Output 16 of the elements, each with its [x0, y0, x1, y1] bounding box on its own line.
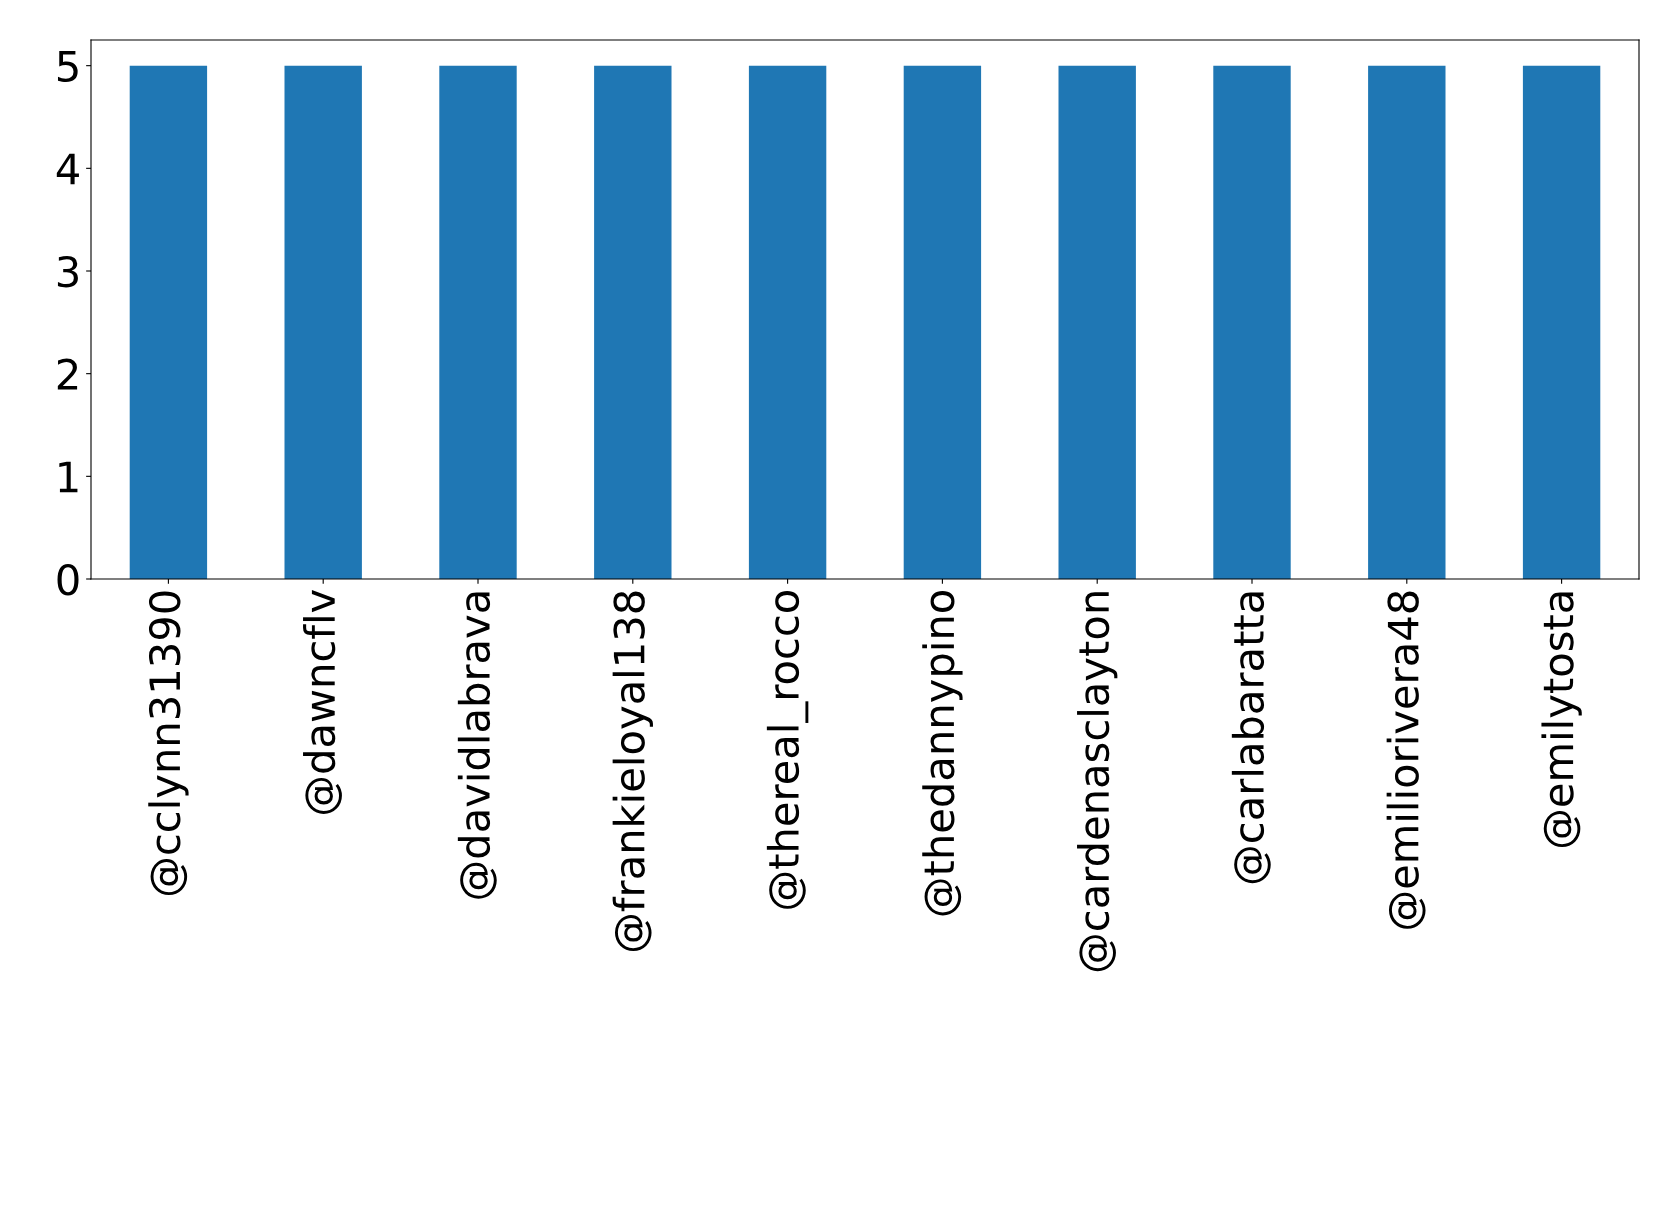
- y-tick-label: 1: [59, 461, 78, 493]
- x-tick-label: @thereal_rocco: [766, 591, 809, 909]
- y-tick-label: 0: [57, 563, 79, 596]
- x-tick-label: @thedannypino: [922, 591, 963, 916]
- y-tick-label: 2: [57, 358, 78, 390]
- x-tick-label: @dawncflv: [303, 589, 342, 814]
- x-tick-label: @emiliorivera48: [1386, 591, 1426, 929]
- x-tick-label: @cardenasclayton: [1077, 592, 1118, 972]
- x-tick-label: @carlabaratta: [1231, 592, 1271, 884]
- y-tick-label: 5: [57, 51, 78, 83]
- x-tick-label: @cclynn31390: [148, 591, 189, 896]
- y-tick-label: 4: [56, 153, 79, 185]
- x-tick-label: @frankieloyal138: [612, 591, 653, 952]
- x-tick-label: @emilytosta: [1541, 592, 1582, 848]
- x-tick-label: @davidlabrava: [457, 592, 497, 899]
- y-tick-label: 3: [57, 255, 78, 288]
